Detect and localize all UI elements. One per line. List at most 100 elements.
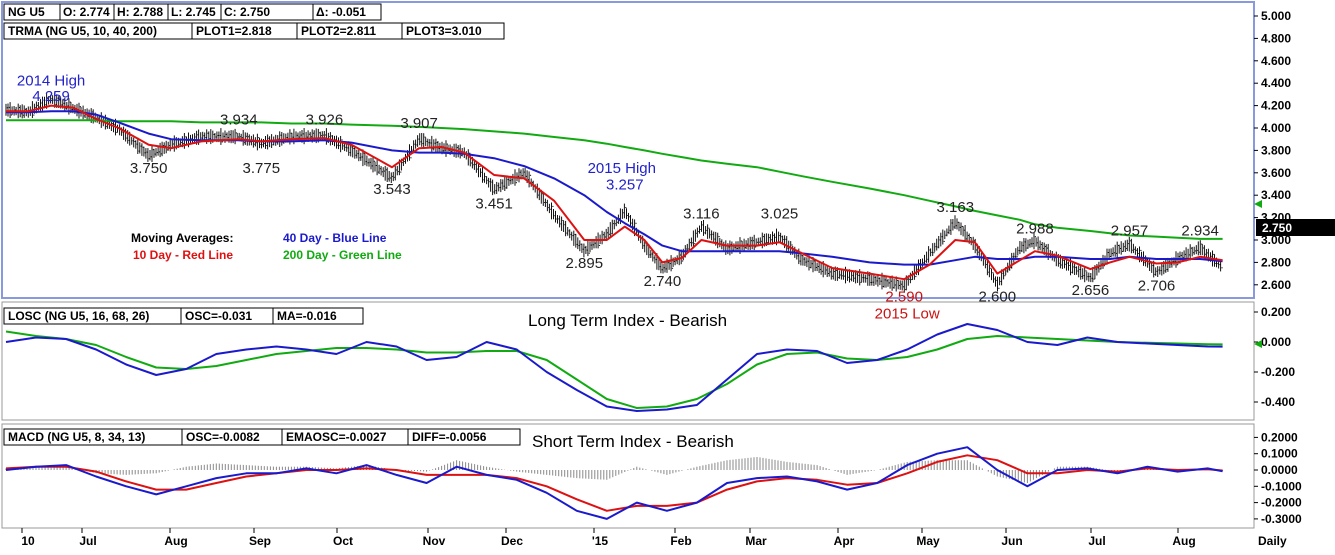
ma-10-line (6, 104, 1223, 281)
price-annotation: 3.926 (306, 112, 344, 129)
macd-y-tick-label: -0.1000 (1261, 479, 1302, 493)
price-annotation: 2.706 (1138, 277, 1176, 294)
info-trma: TRMA (NG U5, 10, 40, 200) (8, 24, 157, 38)
price-annotation: 3.750 (130, 160, 168, 177)
x-tick-label: May (916, 534, 940, 548)
info-change: Δ: -0.051 (316, 5, 366, 19)
price-annotation: 3.116 (683, 206, 719, 223)
losc-last-marker (1254, 340, 1262, 348)
last-price-box (1256, 219, 1335, 236)
moving-average-legend: Moving Averages: 10 Day - Red Line 40 Da… (131, 231, 402, 262)
x-tick-label: Apr (834, 534, 855, 548)
losc-panel-plot (5, 323, 1223, 412)
price-annotation: 2.895 (566, 255, 604, 272)
price-annotation: 3.257 (606, 177, 644, 194)
legend-red: 10 Day - Red Line (133, 248, 233, 262)
losc-ma-line (5, 330, 1223, 409)
losc-params: LOSC (NG U5, 16, 68, 26) (8, 309, 149, 323)
x-tick-label: Jun (1001, 534, 1022, 548)
ma-40-line (6, 110, 1223, 266)
info-cell (312, 3, 382, 21)
price-annotation: 2.957 (1111, 223, 1149, 240)
price-annotation: 2015 High (588, 160, 656, 177)
x-tick-label: Aug (1172, 534, 1195, 548)
price-annotation: 2015 Low (875, 305, 940, 322)
price-y-tick-label: 5.000 (1261, 9, 1291, 23)
legend-green: 200 Day - Green Line (283, 248, 402, 262)
info-plot1: PLOT1=2.818 (196, 24, 272, 38)
last-price-label: 2.750 (1262, 221, 1292, 235)
price-y-tick-label: 2.600 (1261, 278, 1291, 292)
x-tick-label: Jul (1088, 534, 1105, 548)
price-annotation: 2.988 (1016, 220, 1054, 237)
macd-panel-plot (5, 446, 1224, 520)
price-annotation: 2.590 (885, 289, 923, 306)
price-annotation: 3.025 (761, 206, 799, 223)
price-y-tick-label: 4.600 (1261, 54, 1291, 68)
losc-info-box: LOSC (NG U5, 16, 68, 26) OSC=-0.031 MA=-… (3, 307, 727, 330)
losc-title: Long Term Index - Bearish (528, 311, 727, 330)
price-y-tick-label: 4.200 (1261, 99, 1291, 113)
info-open: O: 2.774 (63, 5, 110, 19)
losc-osc-line (5, 323, 1223, 412)
x-tick-label: '15 (592, 534, 609, 548)
legend-blue: 40 Day - Blue Line (283, 231, 387, 245)
price-annotation: 3.907 (400, 115, 438, 132)
price-y-tick-label: 3.600 (1261, 166, 1291, 180)
macd-emaosc: EMAOSC=-0.0027 (286, 430, 387, 444)
info-high: H: 2.788 (117, 5, 163, 19)
info-cell (272, 307, 364, 325)
ma-200-line (6, 119, 1223, 240)
macd-y-tick-label: -0.2000 (1261, 496, 1302, 510)
price-annotation: 3.934 (220, 112, 258, 129)
macd-info-box: MACD (NG U5, 8, 34, 13) OSC=-0.0082 EMAO… (3, 428, 734, 451)
price-annotation: 3.451 (475, 196, 513, 213)
macd-diff: DIFF=-0.0056 (412, 430, 487, 444)
price-panel-frame (1, 1, 1255, 299)
macd-title: Short Term Index - Bearish (532, 432, 734, 451)
losc-y-tick-label: 0.200 (1261, 305, 1291, 319)
info-plot3: PLOT3=3.010 (406, 24, 482, 38)
info-cell (401, 22, 505, 40)
price-y-tick-label: 4.400 (1261, 76, 1291, 90)
price-annotation: 3.163 (937, 199, 975, 216)
price-annotation: 2014 High (17, 72, 85, 89)
info-symbol: NG U5 (8, 5, 45, 19)
green-last-marker (1254, 200, 1262, 208)
losc-y-tick-label: -0.400 (1261, 395, 1295, 409)
info-low: L: 2.745 (171, 5, 216, 19)
price-y-tick-label: 4.000 (1261, 121, 1291, 135)
x-tick-label: Sep (249, 534, 271, 548)
price-y-tick-label: 4.800 (1261, 31, 1291, 45)
x-tick-label: Feb (670, 534, 691, 548)
losc-ma: MA=-0.016 (277, 309, 337, 323)
last-price-marker: 2.750 (1256, 219, 1335, 236)
price-y-tick-label: 2.800 (1261, 255, 1291, 269)
legend-title: Moving Averages: (131, 231, 233, 245)
info-plot2: PLOT2=2.811 (301, 24, 376, 38)
price-annotation: 3.775 (243, 160, 281, 177)
info-close: C: 2.750 (224, 5, 270, 19)
x-tick-label: Dec (501, 534, 523, 548)
price-annotation: 2.656 (1072, 282, 1110, 299)
price-annotation: 3.543 (373, 181, 411, 198)
x-tick-label: Aug (164, 534, 187, 548)
price-info-box: NG U5 O: 2.774 H: 2.788 L: 2.745 C: 2.75… (3, 3, 505, 40)
price-y-tick-label: 3.800 (1261, 143, 1291, 157)
price-y-tick-label: 3.000 (1261, 233, 1291, 247)
x-tick-label: Nov (423, 534, 446, 548)
losc-panel-frame (1, 301, 1255, 421)
macd-osc: OSC=-0.0082 (186, 430, 260, 444)
macd-params: MACD (NG U5, 8, 34, 13) (8, 430, 145, 444)
macd-y-tick-label: 0.0000 (1261, 463, 1298, 477)
period-label: Daily (1258, 534, 1287, 548)
macd-y-tick-label: -0.3000 (1261, 512, 1302, 526)
macd-signal-line (5, 454, 1223, 512)
info-cell (407, 428, 521, 446)
price-annotation: 4.259 (32, 88, 70, 105)
macd-line (5, 446, 1223, 520)
losc-osc: OSC=-0.031 (185, 309, 252, 323)
x-tick-label: Oct (333, 534, 353, 548)
price-annotation: 2.600 (979, 289, 1017, 306)
